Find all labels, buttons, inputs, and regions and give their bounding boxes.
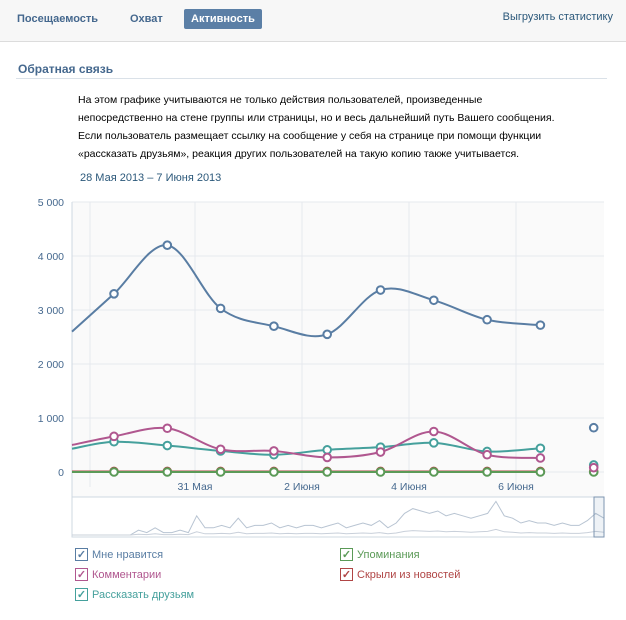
checkbox-icon[interactable]: ✓ — [340, 548, 353, 561]
data-point — [588, 462, 599, 473]
y-tick-label: 1 000 — [38, 413, 64, 425]
data-point — [429, 426, 439, 437]
section-title: Обратная связь — [18, 62, 114, 76]
data-point — [162, 423, 173, 434]
x-tick-label: 2 Июня — [284, 481, 320, 493]
data-point — [215, 467, 226, 477]
data-point — [375, 467, 386, 477]
description-line: «рассказать друзьям», реакция других пол… — [78, 148, 520, 160]
description: На этом графике учитываются не только де… — [78, 91, 608, 163]
legend-item[interactable]: ✓ Упоминания — [340, 548, 420, 561]
description-line: Если пользователь размещает ссылку на со… — [78, 130, 542, 142]
data-point — [215, 444, 226, 455]
data-point — [535, 453, 546, 463]
data-point — [162, 440, 173, 451]
description-line: На этом графике учитываются не только де… — [78, 94, 483, 106]
x-tick-label: 4 Июня — [391, 481, 427, 493]
legend-item[interactable]: ✓ Мне нравится — [75, 548, 163, 561]
data-point — [269, 467, 279, 477]
series-line — [71, 426, 541, 459]
data-point — [322, 329, 333, 340]
plot-background — [72, 202, 604, 507]
data-point — [162, 467, 173, 477]
legend-item[interactable]: ✓ Комментарии — [75, 568, 161, 581]
data-point — [375, 285, 386, 295]
x-tick-label: 6 Июня — [498, 481, 534, 493]
checkbox-icon[interactable]: ✓ — [75, 548, 88, 561]
checkbox-icon[interactable]: ✓ — [340, 568, 353, 581]
tab-reach[interactable]: Охват — [130, 13, 163, 25]
data-point — [322, 467, 333, 477]
activity-chart[interactable]: 0 1 000 2 000 3 000 4 000 5 000 31 Мая 2 Июня 4 … — [0, 0, 626, 540]
top-bar: Посещаемость Охват Активность Выгрузить … — [0, 0, 626, 42]
series-line — [71, 440, 541, 456]
data-point — [429, 438, 439, 448]
data-point — [535, 443, 546, 454]
y-tick-label: 2 000 — [38, 359, 64, 371]
legend-label: Скрыли из новостей — [357, 568, 461, 581]
data-point — [269, 446, 279, 456]
y-tick-label: 3 000 — [38, 305, 64, 317]
legend-label: Рассказать друзьям — [92, 588, 195, 601]
tab-traffic[interactable]: Посещаемость — [17, 13, 99, 25]
navigator-line — [72, 528, 605, 536]
data-point — [269, 321, 279, 332]
data-point — [162, 240, 173, 250]
navigator-line — [72, 500, 605, 536]
data-point — [322, 452, 333, 463]
data-point — [535, 467, 546, 477]
legend-label: Упоминания — [357, 548, 420, 561]
y-tick-label: 5 000 — [38, 197, 64, 209]
data-point — [482, 449, 492, 460]
data-point — [429, 295, 439, 306]
data-point — [215, 303, 226, 314]
data-point — [482, 467, 492, 477]
data-point — [482, 314, 492, 325]
navigator — [71, 496, 605, 538]
y-tick-label: 0 — [58, 467, 64, 479]
data-point — [109, 467, 119, 477]
description-line: непосредственно на стене группы или стра… — [78, 112, 555, 124]
checkbox-icon[interactable]: ✓ — [75, 568, 88, 581]
data-point — [375, 447, 386, 457]
tab-activity[interactable]: Активность — [184, 9, 262, 29]
legend-label: Комментарии — [92, 568, 162, 581]
data-point — [588, 422, 599, 433]
series-line — [71, 244, 541, 338]
data-point — [429, 467, 439, 477]
period-selector[interactable]: 28 Мая 2013 – 7 Июня 2013 — [80, 172, 222, 184]
data-point — [109, 289, 119, 299]
export-stats-link[interactable]: Выгрузить статистику — [502, 11, 613, 23]
data-point — [322, 445, 333, 455]
x-tick-label: 31 Мая — [178, 481, 213, 493]
data-point — [535, 320, 546, 330]
legend-item[interactable]: ✓ Рассказать друзьям — [75, 588, 194, 601]
navigator-handle[interactable] — [593, 496, 605, 538]
divider — [16, 78, 607, 79]
checkbox-icon[interactable]: ✓ — [75, 588, 88, 601]
data-point — [109, 431, 119, 442]
y-tick-label: 4 000 — [38, 251, 64, 263]
legend-item[interactable]: ✓ Скрыли из новостей — [340, 568, 460, 581]
legend-label: Мне нравится — [92, 548, 164, 561]
